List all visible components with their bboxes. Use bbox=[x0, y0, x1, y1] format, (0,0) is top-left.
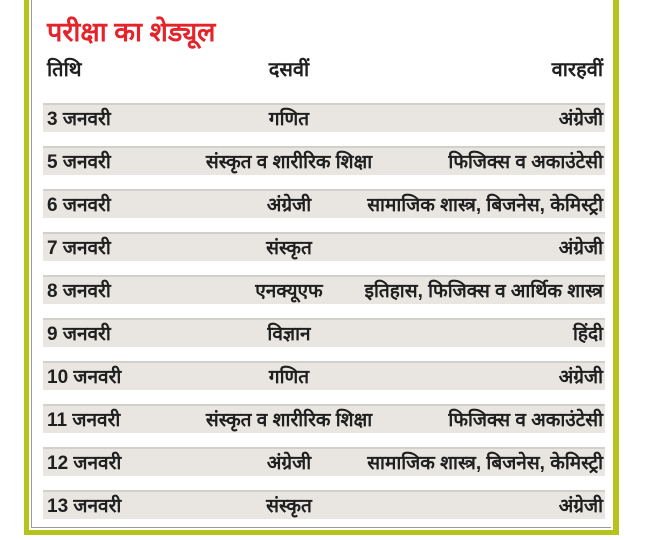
table-header-row: तिथि दसवीं वारहवीं bbox=[43, 56, 605, 86]
cell-date: 5 जनवरी bbox=[47, 152, 111, 173]
table-row: 7 जनवरी संस्कृत अंग्रेजी bbox=[43, 232, 605, 261]
cell-class12: हिंदी bbox=[572, 324, 603, 345]
column-header-class10: दसवीं bbox=[268, 59, 310, 81]
table-row: 11 जनवरी संस्कृत व शारीरिक शिक्षा फिजिक्… bbox=[43, 404, 605, 433]
table-row: 9 जनवरी विज्ञान हिंदी bbox=[43, 318, 605, 347]
cell-class10: संस्कृत व शारीरिक शिक्षा bbox=[205, 410, 373, 431]
cell-class12: फिजिक्स व अकाउंटेसी bbox=[448, 410, 603, 431]
table-row: 12 जनवरी अंग्रेजी सामाजिक शास्त्र, बिजने… bbox=[43, 447, 605, 476]
cell-class12: अंग्रेजी bbox=[558, 367, 603, 388]
cell-class12: अंग्रेजी bbox=[558, 238, 603, 259]
cell-date: 7 जनवरी bbox=[47, 238, 111, 259]
cell-class10: गणित bbox=[268, 367, 310, 388]
cell-class12: इतिहास, फिजिक्स व आर्थिक शास्त्र bbox=[364, 281, 603, 302]
cell-date: 3 जनवरी bbox=[47, 109, 111, 130]
cell-class10: संस्कृत bbox=[266, 496, 312, 517]
cell-class12: अंग्रेजी bbox=[558, 496, 603, 517]
cell-class12: अंग्रेजी bbox=[558, 109, 603, 130]
exam-schedule-table: तिथि दसवीं वारहवीं 3 जनवरी गणित अंग्रेजी… bbox=[32, 56, 611, 527]
cell-date: 10 जनवरी bbox=[47, 367, 122, 388]
cell-class12: फिजिक्स व अकाउंटेसी bbox=[448, 152, 603, 173]
table-body: 3 जनवरी गणित अंग्रेजी 5 जनवरी संस्कृत व … bbox=[32, 103, 611, 519]
table-row: 6 जनवरी अंग्रेजी सामाजिक शास्त्र, बिजनेस… bbox=[43, 189, 605, 218]
cell-class10: संस्कृत व शारीरिक शिक्षा bbox=[205, 152, 373, 173]
cell-class10: एनक्यूएफ bbox=[255, 281, 323, 302]
panel-title: परीक्षा का शेड्यूल bbox=[47, 17, 216, 47]
cell-class10: अंग्रेजी bbox=[266, 453, 312, 474]
cell-class10: विज्ञान bbox=[267, 324, 311, 345]
table-row: 3 जनवरी गणित अंग्रेजी bbox=[43, 103, 605, 132]
cell-date: 9 जनवरी bbox=[47, 324, 111, 345]
column-header-date: तिथि bbox=[47, 59, 82, 81]
green-border-frame: परीक्षा का शेड्यूल तिथि दसवीं वारहवीं 3 … bbox=[24, 0, 619, 535]
cell-date: 12 जनवरी bbox=[47, 453, 122, 474]
cell-class10: अंग्रेजी bbox=[266, 195, 312, 216]
cell-class12: सामाजिक शास्त्र, बिजनेस, केमिस्ट्री bbox=[367, 453, 603, 474]
cell-class10: संस्कृत bbox=[266, 238, 312, 259]
schedule-panel: परीक्षा का शेड्यूल तिथि दसवीं वारहवीं 3 … bbox=[31, 0, 611, 528]
column-header-class12: वारहवीं bbox=[551, 59, 603, 81]
table-row: 10 जनवरी गणित अंग्रेजी bbox=[43, 361, 605, 390]
table-row: 8 जनवरी एनक्यूएफ इतिहास, फिजिक्स व आर्थि… bbox=[43, 275, 605, 304]
table-row: 13 जनवरी संस्कृत अंग्रेजी bbox=[43, 490, 605, 519]
cell-date: 11 जनवरी bbox=[47, 410, 121, 431]
cell-class12: सामाजिक शास्त्र, बिजनेस, केमिस्ट्री bbox=[367, 195, 603, 216]
cell-date: 6 जनवरी bbox=[47, 195, 111, 216]
cell-date: 8 जनवरी bbox=[47, 281, 111, 302]
table-row: 5 जनवरी संस्कृत व शारीरिक शिक्षा फिजिक्स… bbox=[43, 146, 605, 175]
cell-class10: गणित bbox=[268, 109, 310, 130]
cell-date: 13 जनवरी bbox=[47, 496, 122, 517]
